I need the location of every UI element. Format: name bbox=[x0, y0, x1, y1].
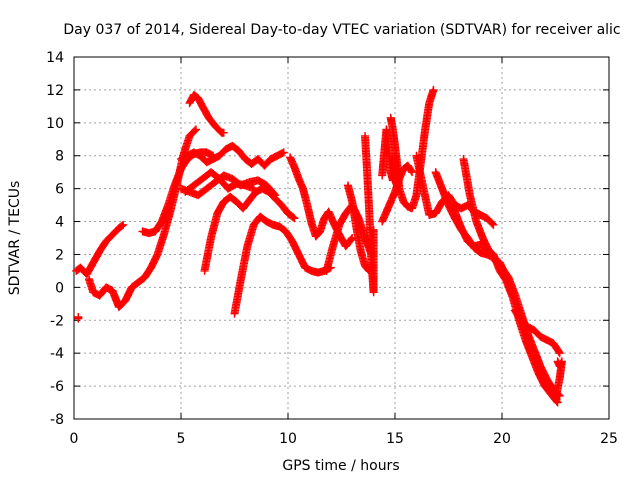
y-tick-label: 12 bbox=[46, 83, 64, 99]
data-point bbox=[279, 148, 288, 157]
series-arc-22 bbox=[551, 357, 566, 404]
series-arc-9 bbox=[230, 212, 335, 318]
y-tick-label: 2 bbox=[55, 247, 64, 263]
series-arc-8 bbox=[200, 184, 299, 275]
y-tick-label: 6 bbox=[55, 182, 64, 198]
series-arc-6 bbox=[181, 168, 258, 196]
y-tick-label: -4 bbox=[50, 346, 64, 362]
data-point bbox=[555, 349, 564, 358]
y-tick-label: -8 bbox=[50, 412, 64, 428]
x-axis-label: GPS time / hours bbox=[282, 458, 399, 474]
data-point bbox=[119, 220, 128, 229]
x-tick-label: 10 bbox=[279, 431, 297, 447]
series-arc-13 bbox=[361, 131, 378, 297]
plot-frame bbox=[73, 56, 610, 420]
y-axis-label: SDTVAR / TECUs bbox=[7, 181, 23, 296]
y-tick-label: 8 bbox=[55, 149, 64, 165]
y-tick-label: 0 bbox=[55, 280, 64, 296]
data-point bbox=[191, 125, 200, 134]
data-point bbox=[118, 221, 127, 230]
data-point bbox=[190, 126, 199, 135]
data-point bbox=[408, 168, 417, 177]
data-point bbox=[347, 235, 356, 244]
y-tick-label: 4 bbox=[55, 215, 64, 231]
x-tick-label: 5 bbox=[177, 431, 186, 447]
chart-title: Day 037 of 2014, Sidereal Day-to-day VTE… bbox=[63, 22, 620, 38]
data-point bbox=[551, 395, 560, 404]
series-arc-21 bbox=[510, 306, 564, 358]
series-arc-23 bbox=[74, 312, 83, 323]
data-point bbox=[488, 219, 497, 228]
x-tick-label: 0 bbox=[70, 431, 79, 447]
data-point bbox=[369, 225, 378, 234]
y-tick-label: 14 bbox=[46, 50, 64, 66]
data-layer bbox=[72, 85, 566, 407]
data-point bbox=[289, 213, 298, 222]
series-arc-1 bbox=[72, 220, 128, 279]
x-tick-label: 20 bbox=[493, 431, 511, 447]
y-tick-label: -2 bbox=[50, 313, 64, 329]
y-tick-label: 10 bbox=[46, 116, 64, 132]
x-tick-label: 15 bbox=[386, 431, 404, 447]
series-arc-10 bbox=[286, 153, 357, 251]
series-arc-4 bbox=[177, 141, 288, 170]
x-tick-label: 25 bbox=[600, 431, 618, 447]
data-point bbox=[407, 166, 416, 175]
series-arc-7 bbox=[185, 90, 228, 137]
data-point bbox=[429, 85, 438, 94]
ticks-layer: -8 -6 -4 -2 0 2 4 6 8 10 12 14 0 5 10 15 20 25 bbox=[46, 50, 618, 447]
data-point bbox=[74, 312, 83, 321]
data-point bbox=[554, 347, 563, 356]
data-point bbox=[219, 128, 228, 137]
y-tick-label: -6 bbox=[50, 379, 64, 395]
data-point bbox=[489, 220, 498, 229]
data-point bbox=[290, 214, 299, 223]
